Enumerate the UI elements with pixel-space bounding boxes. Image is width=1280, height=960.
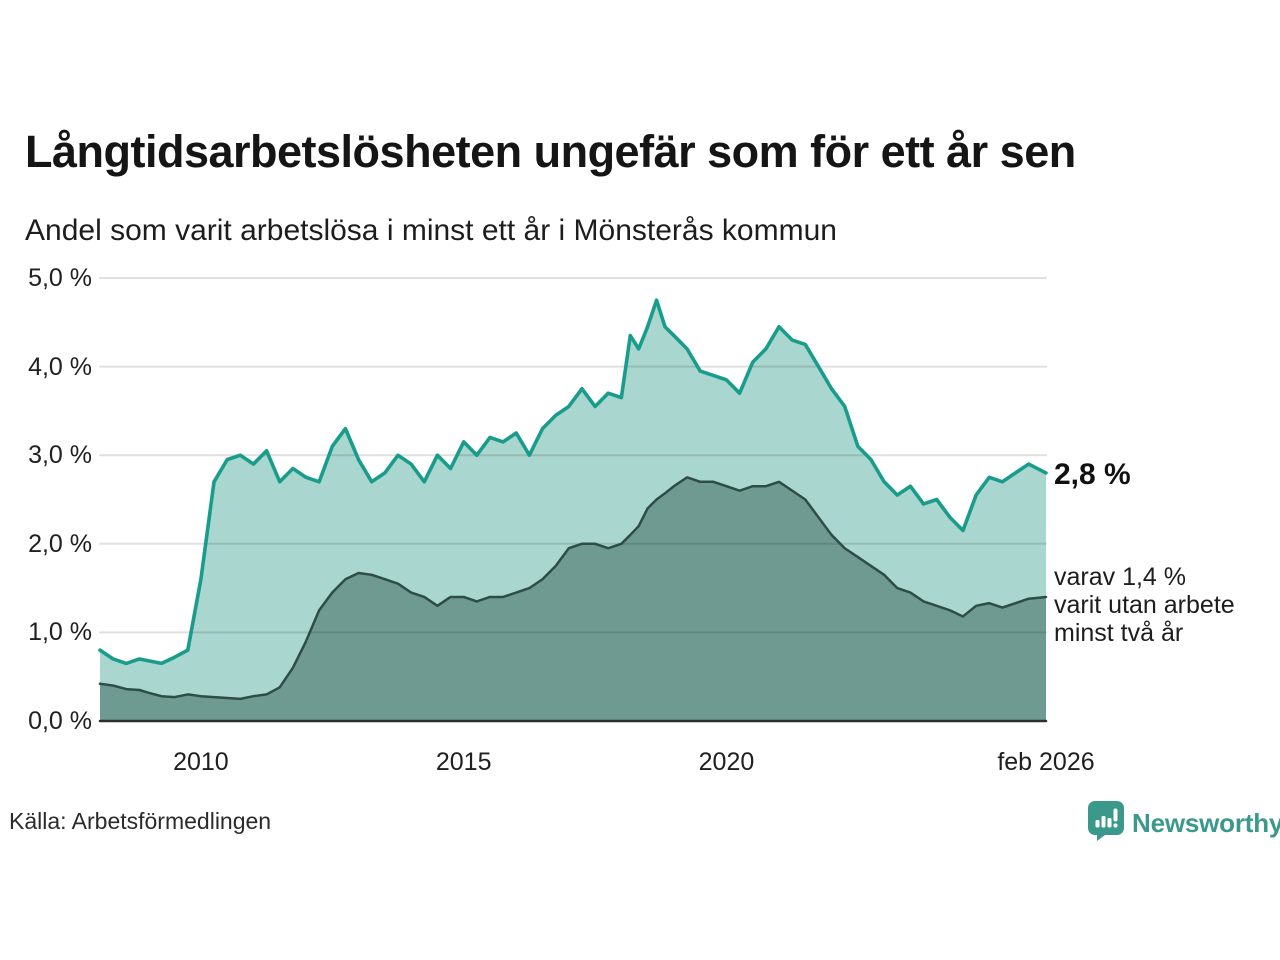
series-annotation: varav 1,4 % varit utan arbete minst två … <box>1054 563 1235 647</box>
y-tick-label: 5,0 % <box>28 264 92 292</box>
page-subtitle: Andel som varit arbetslösa i minst ett å… <box>25 214 837 247</box>
x-tick-label: feb 2026 <box>997 748 1095 776</box>
annotation-line-1: varav 1,4 % <box>1054 563 1187 591</box>
source-credit: Källa: Arbetsförmedlingen <box>9 808 272 834</box>
y-tick-label: 0,0 % <box>28 707 92 735</box>
newsworthy-logo-text: Newsworthy <box>1132 808 1280 838</box>
y-tick-label: 2,0 % <box>28 529 92 558</box>
series-end-value-label: 2,8 % <box>1054 458 1131 491</box>
y-tick-label: 1,0 % <box>28 618 92 647</box>
annotation-line-2: varit utan arbete <box>1054 591 1235 619</box>
newsworthy-logo-icon <box>1088 801 1124 846</box>
y-tick-label: 3,0 % <box>28 441 92 470</box>
y-tick-label: 4,0 % <box>28 352 92 381</box>
annotation-line-3: minst två år <box>1054 619 1184 647</box>
newsworthy-logo: Newsworthy <box>1088 801 1280 846</box>
x-tick-label: 2010 <box>173 748 229 776</box>
page-title: Långtidsarbetslösheten ungefär som för e… <box>25 126 1076 177</box>
x-tick-label: 2020 <box>698 748 755 776</box>
x-tick-label: 2015 <box>435 748 492 776</box>
